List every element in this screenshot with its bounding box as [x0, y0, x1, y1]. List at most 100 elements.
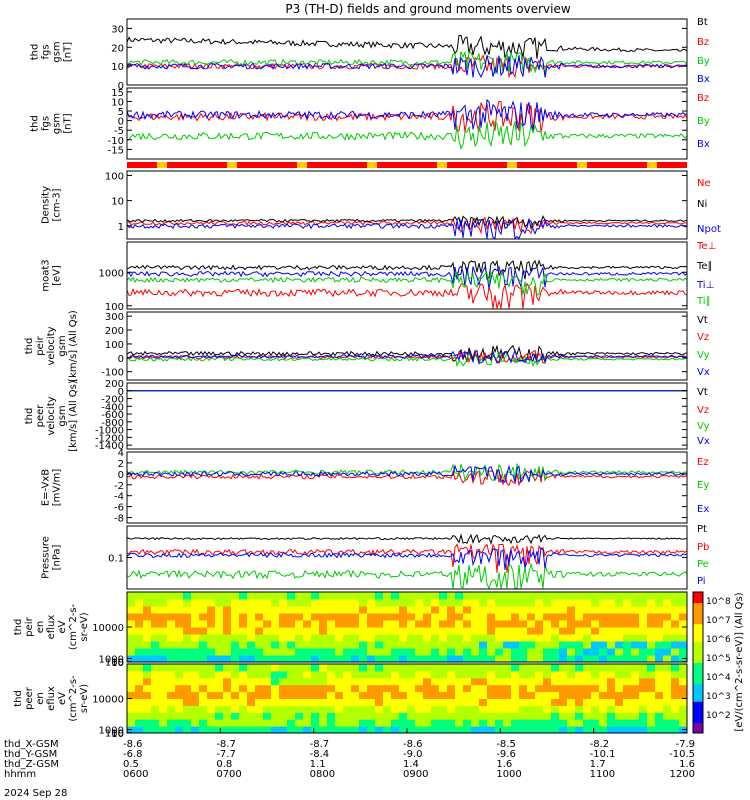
- spectrogram-cell: [583, 627, 592, 635]
- spectrogram-cell: [167, 712, 176, 720]
- spectrogram-cell: [151, 664, 160, 672]
- series-line-Ey: [126, 463, 688, 482]
- spectrogram-cell: [271, 712, 280, 720]
- y-axis-label-line: Density: [41, 186, 52, 224]
- x-tick-label: 0.5: [123, 759, 139, 770]
- spectrogram-cell: [631, 670, 640, 679]
- series-line-Ti∥: [126, 270, 688, 296]
- spectrogram-cell: [159, 648, 168, 656]
- spectrogram-cell: [223, 684, 232, 693]
- spectrogram-cell: [287, 606, 296, 614]
- y-tick-label: 10: [111, 62, 124, 73]
- spectrogram-cell: [311, 634, 320, 642]
- spectrogram-cell: [311, 712, 320, 720]
- spectrogram-cell: [383, 641, 392, 649]
- mode-bar-segment: [297, 162, 307, 168]
- spectrogram-cell: [383, 719, 392, 727]
- spectrogram-cell: [303, 613, 312, 621]
- series-line-Ez: [126, 468, 688, 487]
- spectrogram-cell: [159, 664, 168, 672]
- legend-entry: Npot: [697, 224, 721, 235]
- mode-bar-segment: [557, 162, 567, 168]
- spectrogram-cell: [151, 698, 160, 706]
- spectrogram-cell: [439, 655, 448, 663]
- spectrogram-cell: [287, 664, 296, 672]
- panel-frame: [126, 87, 688, 160]
- spectrogram-cell: [415, 592, 424, 600]
- spectrogram-cell: [631, 655, 640, 663]
- spectrogram-cell: [279, 712, 288, 720]
- spectrogram-cell: [367, 664, 376, 672]
- spectrogram-cell: [663, 698, 672, 706]
- spectrogram-cell: [551, 599, 560, 607]
- spectrogram-cell: [375, 705, 384, 713]
- spectrogram-cell: [327, 655, 336, 663]
- y-axis-label-line: fgs: [41, 44, 52, 59]
- spectrogram-cell: [263, 677, 272, 686]
- spectrogram-cell: [223, 664, 232, 672]
- spectrogram-cell: [495, 592, 504, 600]
- spectrogram-cell: [671, 684, 680, 693]
- spectrogram-cell: [495, 684, 504, 693]
- spectrogram-cell: [631, 705, 640, 713]
- spectrogram-cell: [239, 641, 248, 649]
- spectrogram-cell: [295, 606, 304, 614]
- spectrogram-cell: [647, 719, 656, 727]
- spectrogram-cell: [439, 670, 448, 679]
- spectrogram-cell: [359, 670, 368, 679]
- spectrogram-cell: [343, 664, 352, 672]
- spectrogram-cell: [623, 691, 632, 699]
- spectrogram-cell: [335, 677, 344, 686]
- spectrogram-cell: [287, 677, 296, 686]
- spectrogram-cell: [399, 664, 408, 672]
- spectrogram-cell: [487, 599, 496, 607]
- spectrogram-cell: [599, 705, 608, 713]
- spectrogram-cell: [183, 726, 192, 734]
- spectrogram-cell: [319, 634, 328, 642]
- spectrogram-cell: [591, 684, 600, 693]
- spectrogram-cell: [407, 592, 416, 600]
- spectrogram-cell: [439, 691, 448, 699]
- mode-bar-segment: [427, 162, 437, 168]
- spectrogram-cell: [487, 691, 496, 699]
- spectrogram-cell: [279, 684, 288, 693]
- spectrogram-cell: [415, 627, 424, 635]
- spectrogram-cell: [599, 691, 608, 699]
- spectrogram-cell: [551, 606, 560, 614]
- spectrogram-cell: [671, 599, 680, 607]
- spectrogram-cell: [527, 670, 536, 679]
- spectrogram-cell: [599, 641, 608, 649]
- spectrogram-cell: [135, 664, 144, 672]
- spectrogram-cell: [591, 664, 600, 672]
- spectrogram-cell: [559, 719, 568, 727]
- legend-entry: Bz: [697, 93, 709, 104]
- spectrogram-cell: [407, 677, 416, 686]
- spectrogram-cell: [535, 592, 544, 600]
- spectrogram-cell: [151, 705, 160, 713]
- spectrogram-cell: [287, 712, 296, 720]
- spectrogram-cell: [279, 634, 288, 642]
- y-axis-label-line: [cm-3]: [52, 188, 63, 221]
- spectrogram-cell: [607, 670, 616, 679]
- spectrogram-cell: [583, 719, 592, 727]
- spectrogram-cell: [455, 705, 464, 713]
- x-tick-label: 1200: [670, 769, 695, 780]
- x-tick-label: -8.2: [590, 739, 610, 750]
- mode-bar-segment: [447, 162, 457, 168]
- spectrogram-cell: [151, 726, 160, 734]
- spectrogram-cell: [375, 664, 384, 672]
- spectrogram-cell: [223, 677, 232, 686]
- spectrogram-cell: [647, 599, 656, 607]
- spectrogram-cell: [447, 648, 456, 656]
- spectrogram-cell: [151, 712, 160, 720]
- y-axis-label: thd peir velocity gsm [km/s] (All Qs): [24, 310, 79, 382]
- spectrogram-cell: [439, 634, 448, 642]
- x-axis-row-label: thd_X-GSM: [4, 739, 59, 750]
- spectrogram-cell: [575, 719, 584, 727]
- spectrogram-cell: [567, 655, 576, 663]
- y-tick-label: 200: [105, 379, 124, 390]
- spectrogram-cell: [447, 684, 456, 693]
- x-tick-label: 0600: [123, 769, 148, 780]
- spectrogram-cell: [439, 627, 448, 635]
